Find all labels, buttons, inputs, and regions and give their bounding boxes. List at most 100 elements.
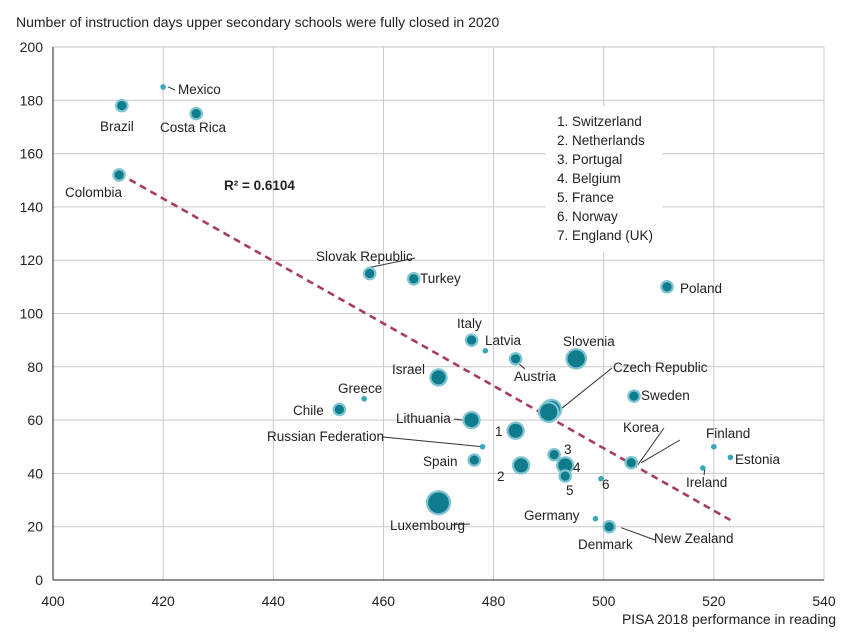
chart-title: Number of instruction days upper seconda… [16, 14, 499, 30]
point-marker [598, 475, 604, 482]
label-colombia: Colombia [65, 185, 123, 200]
axes [52, 47, 824, 581]
point-marker [604, 522, 614, 532]
x-tick-label: 420 [151, 593, 175, 609]
label-sweden: Sweden [641, 388, 690, 403]
legend-item: 7. England (UK) [557, 228, 653, 243]
grid-lines [53, 46, 825, 580]
y-tick-label: 80 [27, 359, 43, 375]
trendline [118, 172, 732, 522]
label-new-zealand: New Zealand [654, 531, 734, 546]
label-slovak-republic: Slovak Republic [316, 249, 413, 264]
x-tick-label: 520 [702, 593, 726, 609]
x-tick-label: 400 [41, 593, 65, 609]
label-spain: Spain [423, 454, 458, 469]
label-estonia: Estonia [735, 452, 781, 467]
label-ireland: Ireland [686, 475, 727, 490]
label-germany: Germany [524, 508, 580, 523]
point-marker [482, 348, 489, 354]
label-2: 2 [497, 469, 505, 484]
point-sweden [627, 389, 641, 403]
leader-line [453, 418, 464, 421]
point-chile [332, 402, 347, 417]
point-italy [464, 333, 479, 347]
point-turkey [406, 272, 421, 286]
point-austria [508, 352, 523, 366]
point-3 [547, 447, 561, 462]
label-costa-rica: Costa Rica [160, 120, 227, 135]
point-marker [117, 101, 127, 111]
point-marker [464, 413, 479, 428]
label-3: 3 [564, 442, 572, 457]
legend-item: 2. Netherlands [557, 133, 645, 148]
point-mexico [160, 84, 166, 90]
point-greece [361, 395, 367, 402]
point-marker [514, 458, 529, 473]
legend-item: 1. Switzerland [557, 114, 642, 129]
label-latvia: Latvia [485, 333, 522, 348]
label-italy: Italy [457, 316, 482, 331]
point-marker [114, 170, 124, 180]
label-brazil: Brazil [100, 119, 134, 134]
label-chile: Chile [293, 403, 324, 418]
point-7 [537, 401, 560, 423]
label-slovenia: Slovenia [563, 334, 615, 349]
point-marker [700, 465, 706, 471]
point-korea [624, 455, 639, 470]
leader-line [637, 427, 665, 466]
x-tick-label: 500 [592, 593, 616, 609]
point-5 [558, 469, 572, 483]
point-marker [592, 515, 599, 522]
label-leader-lines [167, 86, 706, 541]
point-marker [428, 492, 449, 514]
point-israel [429, 368, 448, 387]
y-tick-label: 60 [27, 412, 43, 428]
point-marker [160, 84, 166, 90]
y-tick-label: 40 [27, 465, 43, 481]
point-marker [662, 282, 672, 292]
point-marker [508, 423, 523, 438]
y-tick-label: 120 [20, 252, 44, 268]
leader-line [451, 523, 471, 526]
leader-line [621, 527, 656, 541]
label-denmark: Denmark [578, 537, 633, 552]
point-4 [555, 456, 575, 475]
point-marker [191, 109, 201, 119]
point-marker [510, 354, 521, 364]
leader-line [167, 86, 176, 91]
point-marker [361, 395, 367, 402]
y-tick-label: 200 [20, 39, 44, 55]
x-tick-label: 440 [262, 593, 286, 609]
leader-line [369, 257, 416, 269]
point-marker [479, 443, 486, 450]
legend-item: 5. France [557, 190, 614, 205]
legend-box [546, 106, 662, 252]
point-labels: Mexico Brazil Costa Rica Colombia Slovak Rep… [65, 82, 781, 552]
x-tick-labels: 400 420 440 460 480 500 520 540 [41, 593, 836, 609]
y-tick-label: 0 [35, 572, 43, 588]
y-tick-label: 180 [20, 92, 44, 108]
point-marker [560, 471, 570, 481]
point-marker [727, 454, 734, 461]
leader-line [640, 439, 681, 464]
y-tick-label: 140 [20, 199, 44, 215]
trendline-path [118, 172, 732, 522]
point-marker [626, 458, 636, 468]
legend: 1. Switzerland 2. Netherlands 3. Portugal 4… [546, 106, 662, 252]
legend-item: 3. Portugal [557, 152, 622, 167]
label-mexico: Mexico [178, 82, 221, 97]
label-6: 6 [602, 477, 610, 492]
point-marker [558, 458, 573, 473]
point-marker [567, 350, 585, 368]
point-poland [660, 280, 674, 294]
point-costa-rica [189, 106, 203, 121]
x-tick-label: 480 [482, 593, 506, 609]
point-slovenia [565, 348, 587, 370]
label-poland: Poland [680, 281, 722, 296]
point-marker [549, 450, 559, 460]
point-6 [598, 475, 604, 482]
label-czech-republic: Czech Republic [613, 360, 708, 375]
point-spain [467, 453, 482, 467]
label-russian-federation: Russian Federation [267, 429, 384, 444]
x-tick-label: 460 [372, 593, 396, 609]
